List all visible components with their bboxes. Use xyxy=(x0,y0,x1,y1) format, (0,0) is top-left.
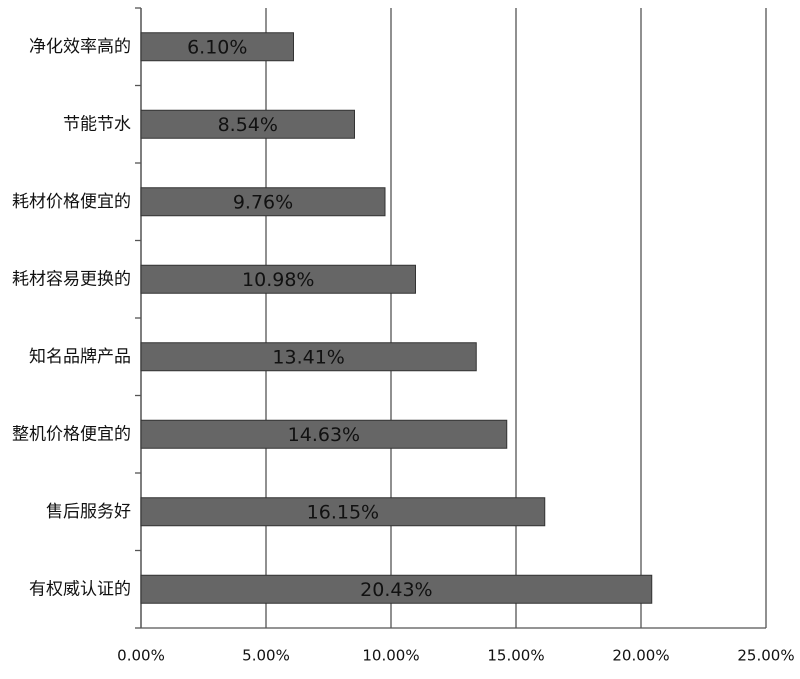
y-tick-label: 净化效率高的 xyxy=(29,37,131,57)
bar xyxy=(140,497,546,527)
x-tick-label: 5.00% xyxy=(242,647,290,665)
x-tick-label: 10.00% xyxy=(362,647,419,665)
y-tick-label: 节能节水 xyxy=(63,114,131,134)
bar xyxy=(140,342,477,372)
bar xyxy=(140,32,294,62)
x-tick-label: 0.00% xyxy=(117,647,165,665)
bar xyxy=(140,109,355,139)
y-tick-label: 耗材容易更换的 xyxy=(12,269,131,289)
data-label: 6.10% xyxy=(187,36,247,58)
data-label: 13.41% xyxy=(272,346,344,368)
x-tick-label: 25.00% xyxy=(737,647,794,665)
y-tick-label: 耗材价格便宜的 xyxy=(12,192,131,212)
y-tick-label: 知名品牌产品 xyxy=(29,347,131,367)
x-tick-label: 20.00% xyxy=(612,647,669,665)
bar xyxy=(140,574,653,604)
data-label: 16.15% xyxy=(307,501,379,523)
y-tick-label: 有权威认证的 xyxy=(29,579,131,599)
x-tick-label: 15.00% xyxy=(487,647,544,665)
data-label: 14.63% xyxy=(288,424,360,446)
data-label: 10.98% xyxy=(242,269,314,291)
y-tick-label: 售后服务好 xyxy=(46,502,131,522)
bar xyxy=(140,264,416,294)
data-label: 9.76% xyxy=(233,191,293,213)
y-tick-label: 整机价格便宜的 xyxy=(12,424,131,444)
bar xyxy=(140,419,508,449)
data-label: 20.43% xyxy=(360,579,432,601)
bar xyxy=(140,187,386,217)
data-label: 8.54% xyxy=(218,114,278,136)
